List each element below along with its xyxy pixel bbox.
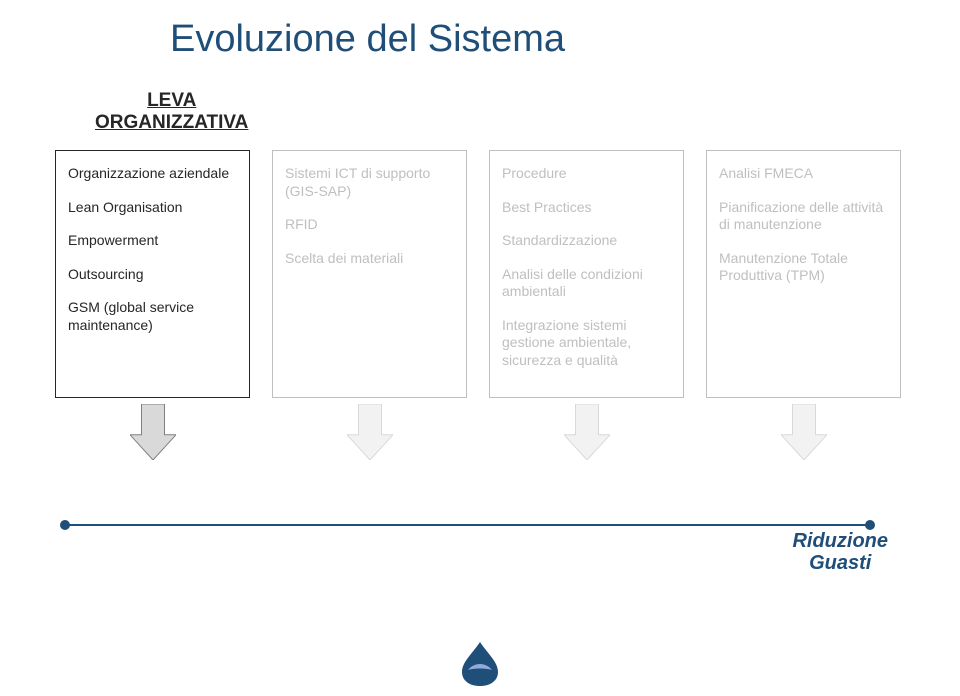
column-2-item-2: Standardizzazione xyxy=(502,232,671,250)
column-3-item-1: Pianificazione delle attività di manuten… xyxy=(719,199,888,234)
column-0: Organizzazione aziendale Lean Organisatio… xyxy=(55,150,250,460)
arrow-wrap-1 xyxy=(272,404,467,460)
column-3: Analisi FMECA Pianificazione delle attivi… xyxy=(706,150,901,460)
result-label: Riduzione Guasti xyxy=(792,530,888,574)
subtitle-line2: ORGANIZZATIVA xyxy=(95,112,248,133)
column-1-item-2: Scelta dei materiali xyxy=(285,250,454,268)
subtitle-line1: LEVA xyxy=(147,90,196,111)
column-2-item-0: Procedure xyxy=(502,165,671,183)
columns-container: Organizzazione aziendale Lean Organisatio… xyxy=(55,150,901,460)
arrow-wrap-3 xyxy=(706,404,901,460)
column-2-item-3: Analisi delle condizioni ambientali xyxy=(502,266,671,301)
column-2: Procedure Best Practices Standardizzazione… xyxy=(489,150,684,460)
column-box-1: Sistemi ICT di supporto (GIS-SAP) RFID Sce… xyxy=(272,150,467,398)
slide-title: Evoluzione del Sistema xyxy=(170,18,565,61)
slide-subtitle: LEVA ORGANIZZATIVA xyxy=(95,90,248,134)
column-3-item-0: Analisi FMECA xyxy=(719,165,888,183)
arrow-wrap-2 xyxy=(489,404,684,460)
slide: Evoluzione del Sistema LEVA ORGANIZZATIV… xyxy=(0,0,960,696)
column-2-item-1: Best Practices xyxy=(502,199,671,217)
column-3-item-2: Manutenzione Totale Produttiva (TPM) xyxy=(719,250,888,285)
logo-icon xyxy=(452,640,508,686)
column-box-2: Procedure Best Practices Standardizzazione… xyxy=(489,150,684,398)
column-0-item-0: Organizzazione aziendale xyxy=(68,165,237,183)
column-0-item-1: Lean Organisation xyxy=(68,199,237,217)
down-arrow-icon xyxy=(564,404,610,460)
column-0-item-4: GSM (global service maintenance) xyxy=(68,299,237,334)
column-box-0: Organizzazione aziendale Lean Organisatio… xyxy=(55,150,250,398)
column-0-item-3: Outsourcing xyxy=(68,266,237,284)
column-0-item-2: Empowerment xyxy=(68,232,237,250)
result-line2: Guasti xyxy=(809,552,871,574)
column-1-item-1: RFID xyxy=(285,216,454,234)
down-arrow-icon xyxy=(130,404,176,460)
down-arrow-icon xyxy=(781,404,827,460)
column-1-item-0: Sistemi ICT di supporto (GIS-SAP) xyxy=(285,165,454,200)
arrow-wrap-0 xyxy=(55,404,250,460)
down-arrow-icon xyxy=(347,404,393,460)
column-box-3: Analisi FMECA Pianificazione delle attivi… xyxy=(706,150,901,398)
result-line1: Riduzione xyxy=(792,530,888,552)
column-1: Sistemi ICT di supporto (GIS-SAP) RFID Sce… xyxy=(272,150,467,460)
timeline xyxy=(60,520,875,530)
column-2-item-4: Integrazione sistemi gestione ambientale… xyxy=(502,317,671,370)
